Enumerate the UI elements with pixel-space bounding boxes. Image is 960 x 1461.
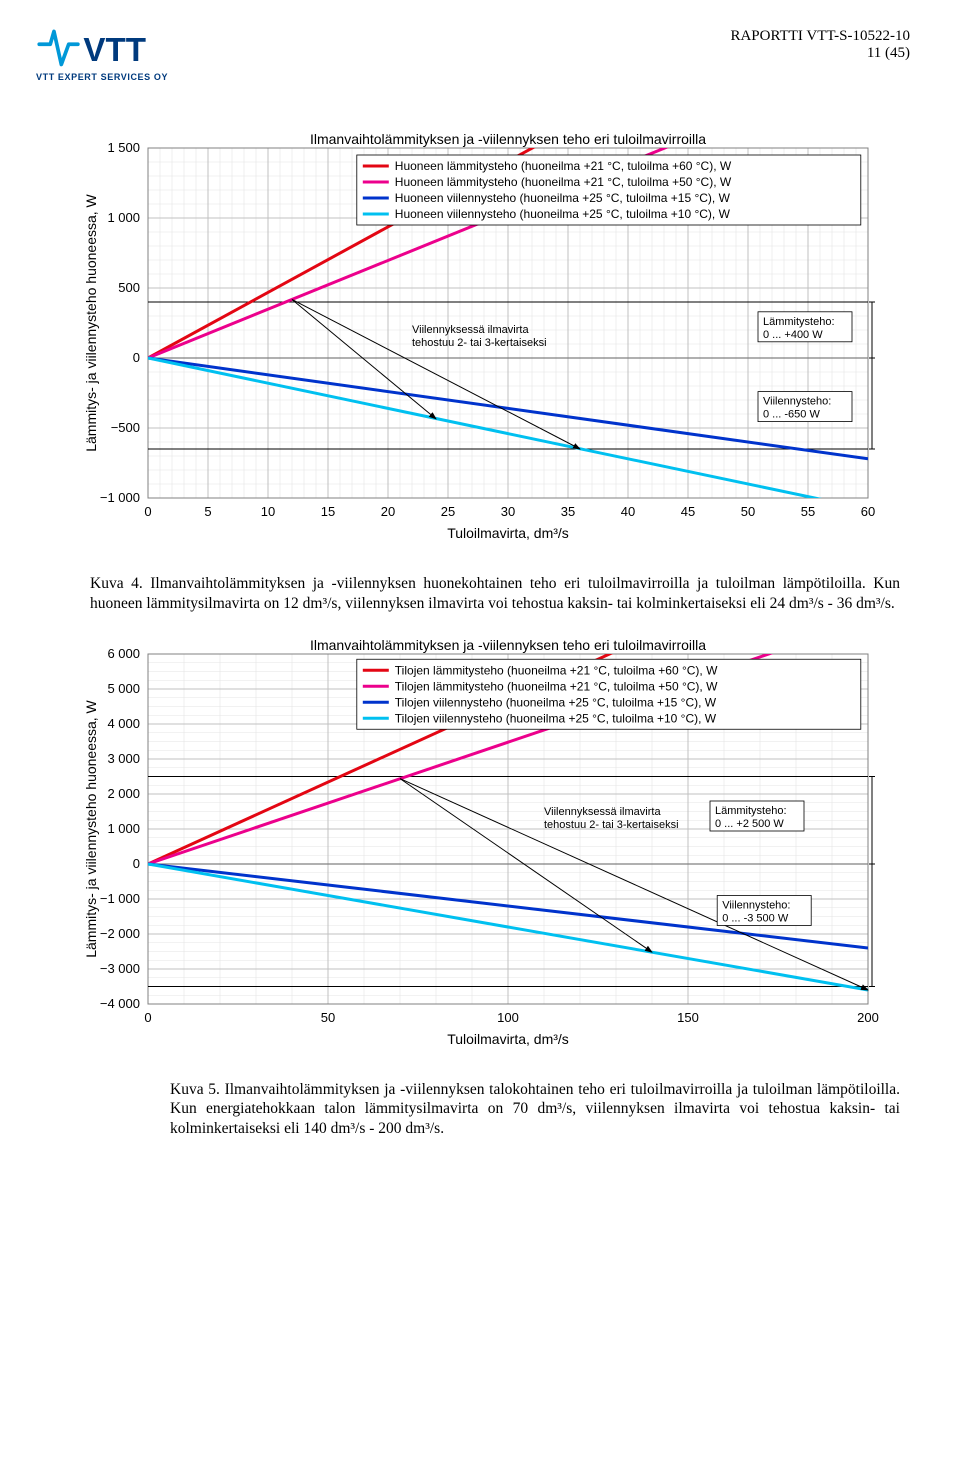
svg-text:1 500: 1 500: [107, 140, 140, 155]
svg-text:tehostuu 2- tai 3-kertaiseksi: tehostuu 2- tai 3-kertaiseksi: [544, 819, 679, 831]
caption-kuva5: Kuva 5. Ilmanvaihtolämmityksen ja -viile…: [170, 1080, 900, 1139]
report-header: RAPORTTI VTT-S-10522-10 11 (45): [730, 28, 910, 62]
svg-text:55: 55: [801, 504, 815, 519]
svg-text:−2 000: −2 000: [100, 926, 140, 941]
svg-text:0: 0: [144, 1010, 151, 1025]
svg-text:60: 60: [861, 504, 875, 519]
svg-text:−4 000: −4 000: [100, 996, 140, 1011]
svg-text:0 ... -650 W: 0 ... -650 W: [763, 409, 820, 421]
logo-subtitle: VTT EXPERT SERVICES OY: [36, 72, 186, 82]
chart-1: Viilennyksessä ilmavirtatehostuu 2- tai …: [78, 130, 888, 560]
svg-text:0 ... -3 500 W: 0 ... -3 500 W: [722, 912, 789, 924]
svg-text:Viilennysteho:: Viilennysteho:: [722, 899, 790, 911]
svg-text:0 ... +2 500 W: 0 ... +2 500 W: [715, 818, 784, 830]
svg-text:Tuloilmavirta, dm³/s: Tuloilmavirta, dm³/s: [447, 1031, 569, 1047]
svg-text:5 000: 5 000: [107, 681, 140, 696]
svg-text:10: 10: [261, 504, 275, 519]
svg-text:−3 000: −3 000: [100, 961, 140, 976]
svg-text:Lämmitysteho:: Lämmitysteho:: [763, 316, 835, 328]
chart-2: Viilennyksessä ilmavirtatehostuu 2- tai …: [78, 636, 888, 1066]
svg-text:Ilmanvaihtolämmityksen ja -vii: Ilmanvaihtolämmityksen ja -viilennyksen …: [310, 637, 706, 653]
svg-text:3 000: 3 000: [107, 751, 140, 766]
svg-text:Tilojen viilennysteho (huoneil: Tilojen viilennysteho (huoneilma +25 °C,…: [395, 695, 717, 709]
svg-text:Huoneen lämmitysteho (huoneilm: Huoneen lämmitysteho (huoneilma +21 °C, …: [395, 159, 732, 173]
svg-text:1 000: 1 000: [107, 821, 140, 836]
svg-text:Viilennyksessä ilmavirta: Viilennyksessä ilmavirta: [544, 806, 661, 818]
svg-text:Huoneen lämmitysteho (huoneilm: Huoneen lämmitysteho (huoneilma +21 °C, …: [395, 175, 732, 189]
svg-text:200: 200: [857, 1010, 879, 1025]
svg-text:Viilennysteho:: Viilennysteho:: [763, 396, 831, 408]
svg-text:Lämmitys- ja viilennysteho huo: Lämmitys- ja viilennysteho huoneessa, W: [83, 699, 99, 957]
svg-text:Tuloilmavirta, dm³/s: Tuloilmavirta, dm³/s: [447, 525, 569, 541]
svg-text:45: 45: [681, 504, 695, 519]
svg-text:−1 000: −1 000: [100, 891, 140, 906]
svg-text:5: 5: [204, 504, 211, 519]
svg-text:15: 15: [321, 504, 335, 519]
svg-text:Huoneen viilennysteho (huoneil: Huoneen viilennysteho (huoneilma +25 °C,…: [395, 207, 731, 221]
svg-text:2 000: 2 000: [107, 786, 140, 801]
svg-text:tehostuu 2- tai 3-kertaiseksi: tehostuu 2- tai 3-kertaiseksi: [412, 337, 547, 349]
svg-text:40: 40: [621, 504, 635, 519]
page-number: 11 (45): [730, 45, 910, 62]
svg-text:150: 150: [677, 1010, 699, 1025]
report-id: RAPORTTI VTT-S-10522-10: [730, 28, 910, 45]
svg-text:Ilmanvaihtolämmityksen ja -vii: Ilmanvaihtolämmityksen ja -viilennyksen …: [310, 131, 706, 147]
svg-text:−1 000: −1 000: [100, 490, 140, 505]
svg-text:Lämmitysteho:: Lämmitysteho:: [715, 805, 787, 817]
svg-text:30: 30: [501, 504, 515, 519]
svg-text:0 ... +400 W: 0 ... +400 W: [763, 329, 823, 341]
svg-text:Tilojen lämmitysteho (huoneilm: Tilojen lämmitysteho (huoneilma +21 °C, …: [395, 663, 718, 677]
svg-text:0: 0: [144, 504, 151, 519]
svg-text:−500: −500: [111, 420, 140, 435]
svg-text:50: 50: [321, 1010, 335, 1025]
svg-text:VTT: VTT: [83, 32, 146, 69]
svg-text:20: 20: [381, 504, 395, 519]
svg-text:100: 100: [497, 1010, 519, 1025]
svg-text:25: 25: [441, 504, 455, 519]
svg-text:Lämmitys- ja viilennysteho huo: Lämmitys- ja viilennysteho huoneessa, W: [83, 193, 99, 451]
svg-text:0: 0: [133, 350, 140, 365]
svg-text:0: 0: [133, 856, 140, 871]
svg-text:50: 50: [741, 504, 755, 519]
caption-kuva4: Kuva 4. Ilmanvaihtolämmityksen ja -viile…: [90, 574, 900, 614]
svg-text:35: 35: [561, 504, 575, 519]
svg-text:4 000: 4 000: [107, 716, 140, 731]
svg-text:6 000: 6 000: [107, 646, 140, 661]
svg-text:Huoneen viilennysteho (huoneil: Huoneen viilennysteho (huoneilma +25 °C,…: [395, 191, 731, 205]
vtt-logo: VTT VTT EXPERT SERVICES OY: [36, 24, 186, 82]
svg-text:Tilojen lämmitysteho (huoneilm: Tilojen lämmitysteho (huoneilma +21 °C, …: [395, 679, 718, 693]
svg-text:1 000: 1 000: [107, 210, 140, 225]
svg-text:Viilennyksessä ilmavirta: Viilennyksessä ilmavirta: [412, 324, 529, 336]
svg-text:500: 500: [118, 280, 140, 295]
svg-text:Tilojen viilennysteho (huoneil: Tilojen viilennysteho (huoneilma +25 °C,…: [395, 711, 717, 725]
